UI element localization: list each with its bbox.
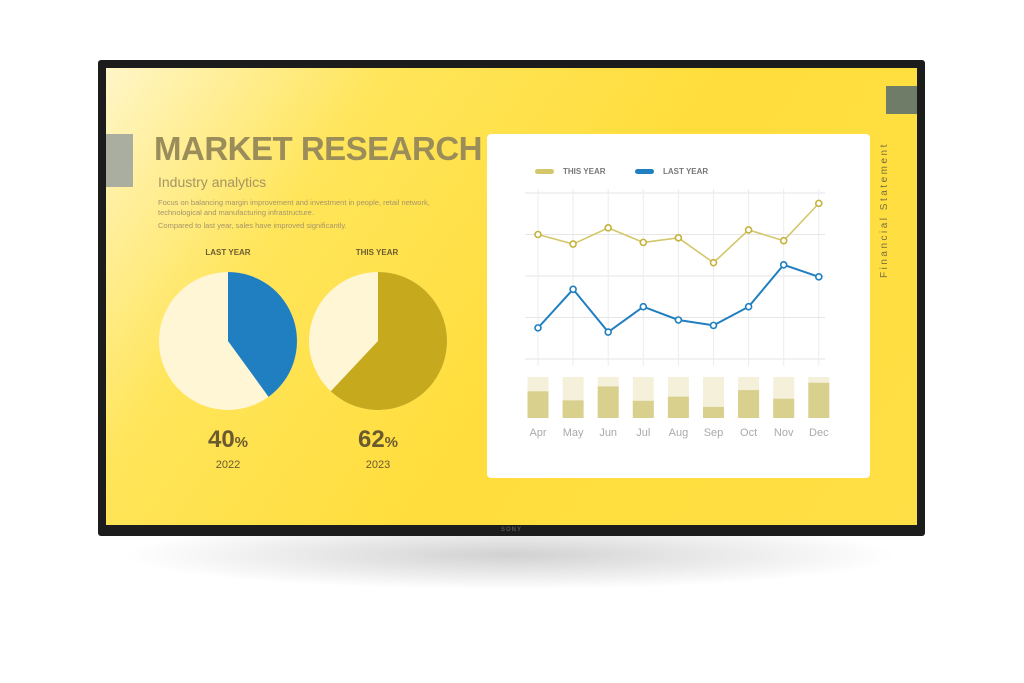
percent-this-year: 62% xyxy=(328,426,428,454)
x-tick-label: Apr xyxy=(529,427,546,439)
data-point xyxy=(639,302,648,311)
note: Compared to last year, sales have improv… xyxy=(158,221,347,230)
bar xyxy=(632,400,654,418)
x-tick-label: Sep xyxy=(704,427,724,439)
year-last: 2022 xyxy=(215,459,241,471)
side-label: Financial Statement xyxy=(879,142,890,278)
line-chart: Apr May Jun Jul Aug Sep Oct Nov Dec xyxy=(525,189,830,439)
x-tick-label: Dec xyxy=(809,427,829,439)
data-point xyxy=(674,316,683,324)
screen: MARKET RESEARCH Industry analytics Focus… xyxy=(106,68,917,525)
data-point xyxy=(534,324,542,332)
data-point xyxy=(709,321,718,330)
x-tick-label: Nov xyxy=(774,427,794,439)
bar xyxy=(562,400,584,418)
pie-label-last-year: LAST YEAR xyxy=(205,248,251,257)
year-this: 2023 xyxy=(365,459,391,471)
data-point xyxy=(534,230,542,239)
percent-unit: % xyxy=(234,434,249,451)
data-point xyxy=(744,302,753,311)
bar xyxy=(773,398,795,418)
x-tick-label: Jul xyxy=(636,427,650,439)
legend-last-year: LAST YEAR xyxy=(663,167,709,176)
percent-unit: % xyxy=(384,434,399,451)
description: Focus on balancing margin improvement an… xyxy=(158,198,430,217)
decorative-tab xyxy=(106,134,133,187)
page-title: MARKET RESEARCH xyxy=(154,130,483,167)
x-tick-label: Aug xyxy=(669,427,689,439)
percent-value: 40 xyxy=(207,426,235,453)
data-point xyxy=(744,226,753,234)
pie-slice-value xyxy=(330,272,447,410)
x-tick-label: Jun xyxy=(599,427,617,439)
bar xyxy=(703,406,724,418)
pie-label-this-year: THIS YEAR xyxy=(355,248,399,257)
pie-this-year xyxy=(309,272,447,410)
chart-card: THIS YEAR LAST YEAR Apr May Jun Jul Aug Sep Oc… xyxy=(487,134,870,478)
legend-this-year: THIS YEAR xyxy=(563,167,606,176)
percent-last-year: 40% xyxy=(178,426,278,454)
legend-swatch-this-year xyxy=(535,169,554,174)
decorative-tab xyxy=(886,86,917,114)
data-point xyxy=(604,328,612,336)
data-point xyxy=(569,240,577,248)
bar xyxy=(667,396,689,418)
page-subtitle: Industry analytics xyxy=(158,174,267,190)
data-point xyxy=(569,285,577,294)
pie-last-year xyxy=(159,272,297,410)
bar xyxy=(597,386,619,418)
data-point xyxy=(604,224,612,232)
data-point xyxy=(779,260,788,269)
tv-frame: MARKET RESEARCH Industry analytics Focus… xyxy=(98,60,925,536)
x-tick-label: May xyxy=(563,427,584,439)
bar xyxy=(738,390,760,418)
data-point xyxy=(814,273,823,281)
data-point xyxy=(709,258,718,267)
data-point xyxy=(779,236,788,245)
pie-slice-value xyxy=(228,272,297,397)
percent-value: 62 xyxy=(357,426,385,453)
data-point xyxy=(674,234,683,242)
legend-swatch-last-year xyxy=(635,169,654,174)
bar xyxy=(808,382,830,418)
data-point xyxy=(639,238,648,247)
x-tick-label: Oct xyxy=(740,427,757,439)
brand-logo: SONY xyxy=(501,527,523,533)
bar xyxy=(527,391,549,418)
data-point xyxy=(814,199,823,208)
